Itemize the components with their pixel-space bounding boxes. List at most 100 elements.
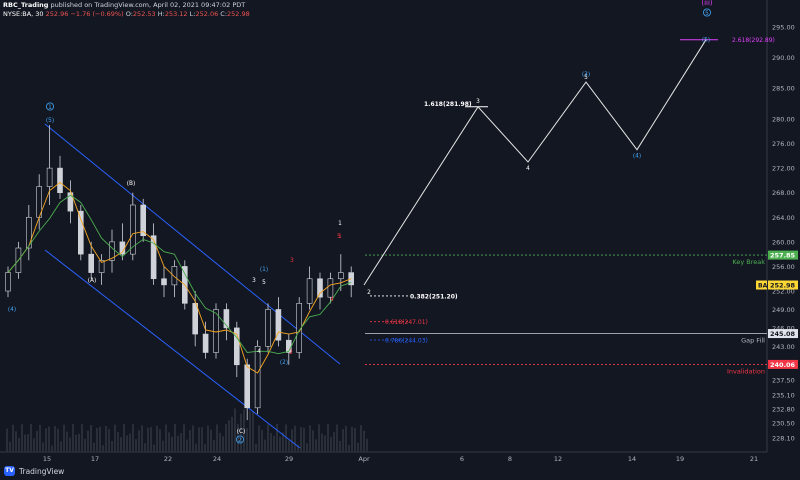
volume-bar: [216, 424, 218, 452]
volume-bar: [327, 424, 329, 452]
high-value: 253.12: [164, 10, 188, 18]
candle-body: [25, 216, 32, 249]
volume-bar: [111, 440, 113, 452]
price-tick-label: 249.00: [772, 306, 795, 314]
publish-info: published on TradingView.com, April 02, …: [48, 1, 246, 9]
volume-bar: [288, 440, 290, 452]
volume-bar: [273, 435, 275, 452]
wave-label: (1): [260, 267, 268, 273]
wave-label: 3: [290, 258, 294, 264]
wave-label: 5: [584, 75, 588, 81]
volume-bar: [171, 436, 173, 452]
wave-label: 1: [48, 105, 52, 111]
brand-name: TradingView: [19, 466, 65, 476]
volume-bar: [354, 427, 356, 452]
volume-bar: [72, 424, 74, 452]
tradingview-brand[interactable]: TV TradingView: [4, 466, 64, 476]
candle-body: [265, 309, 271, 347]
price-tick-label: 230.50: [772, 420, 795, 428]
symbol-label: NYSE:BA, 30: [3, 10, 44, 18]
candle-body: [130, 204, 136, 255]
volume-bar: [231, 416, 233, 452]
time-tick-label: 21: [750, 455, 758, 463]
volume-bar: [156, 425, 158, 452]
volume-bar: [39, 424, 41, 452]
candle-body: [192, 303, 198, 335]
wave-label: 4: [257, 349, 261, 355]
volume-bar: [303, 427, 305, 452]
volume-bar: [198, 427, 200, 452]
volume-bar: [366, 438, 368, 452]
volume-bar: [282, 432, 284, 452]
volume-bar: [210, 429, 212, 452]
volume-bar: [213, 440, 215, 452]
volume-bar: [204, 444, 206, 452]
wave-circle-marker: [235, 435, 244, 444]
fib-label: 0.786(244.03): [385, 338, 428, 345]
wave-label: 1: [338, 234, 342, 240]
volume-bar: [249, 411, 251, 452]
channel-lower-line: [44, 249, 301, 449]
symbol-tag: BA: [758, 283, 768, 290]
candle-body: [161, 278, 167, 286]
price-tick-label: 280.00: [772, 115, 795, 123]
candle-body: [275, 309, 282, 341]
volume-bar: [102, 445, 104, 452]
price-tag-bg: [768, 280, 798, 290]
volume-bar: [36, 430, 38, 452]
volume-bar: [261, 429, 263, 452]
candle-body: [254, 346, 261, 409]
wave-label: (4): [8, 307, 16, 313]
close-value: 252.98: [227, 10, 250, 18]
volume-bar: [24, 434, 26, 452]
candle-body: [317, 278, 323, 298]
candle-body: [171, 266, 178, 286]
volume-bar: [138, 430, 140, 452]
volume-bar: [177, 435, 179, 452]
volume-bar: [15, 431, 17, 452]
chart-header: RBC_Trading published on TradingView.com…: [3, 1, 250, 19]
wave-circle-marker: [703, 8, 712, 17]
volume-bar: [297, 444, 299, 452]
volume-bar: [351, 426, 353, 452]
price-tick-label: 232.80: [772, 406, 795, 414]
wave-label: (A): [88, 278, 97, 284]
wave-label: 2: [238, 438, 242, 444]
volume-bar: [309, 425, 311, 452]
time-tick-label: 22: [164, 455, 172, 463]
candle-body: [67, 192, 74, 212]
volume-bar: [123, 424, 125, 452]
wave-label: (5): [46, 118, 54, 124]
volume-bar: [252, 411, 254, 452]
volume-bar: [222, 436, 224, 452]
publish-line: RBC_Trading published on TradingView.com…: [3, 1, 250, 10]
wave-label: (B): [127, 181, 136, 187]
candle-body: [327, 278, 334, 298]
volume-bar: [165, 424, 167, 452]
author-name[interactable]: RBC_Trading: [3, 1, 49, 9]
volume-bar: [60, 441, 62, 452]
volume-bar: [279, 436, 281, 452]
moving-average-slow: [7, 194, 352, 355]
volume-bar: [69, 437, 71, 452]
wave-label: (5): [702, 38, 710, 44]
volume-bar: [144, 443, 146, 452]
volume-bar: [270, 433, 272, 452]
volume-bar: [168, 432, 170, 452]
volume-bar: [153, 444, 155, 452]
volume-bar: [300, 426, 302, 452]
price-tick-label: 260.00: [772, 238, 795, 246]
volume-bar: [291, 429, 293, 452]
volume-bar: [150, 426, 152, 452]
volume-bar: [180, 433, 182, 452]
volume-bar: [336, 424, 338, 452]
price-tag-key_break: 257.85: [770, 252, 796, 260]
volume-bar: [333, 432, 335, 452]
volume-bar: [363, 430, 365, 452]
volume-bar: [174, 424, 176, 452]
volume-bar: [342, 429, 344, 452]
candle-body: [109, 241, 115, 261]
low-label: L:: [189, 10, 196, 18]
candle-body: [306, 278, 313, 304]
